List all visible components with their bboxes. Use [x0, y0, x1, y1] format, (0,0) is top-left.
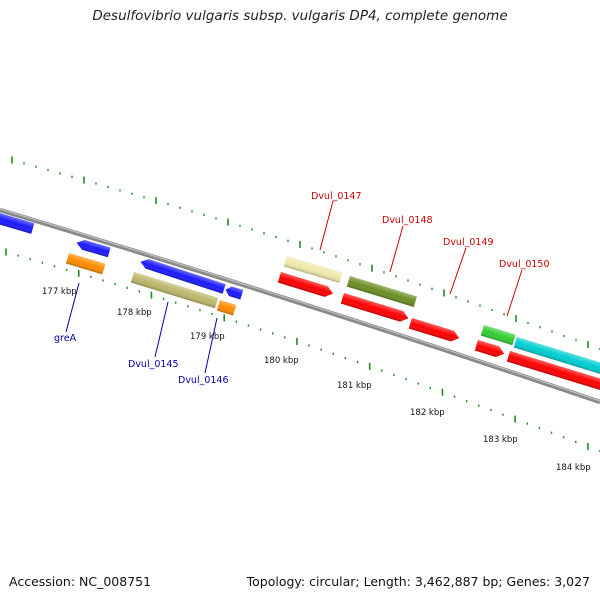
label-dvul-0150: Dvul_0150 [499, 259, 550, 270]
label-dvul-0148: Dvul_0148 [382, 215, 433, 226]
feature-reverse-blue-1[interactable] [0, 212, 35, 234]
kbp-label-184: 184 kbp [556, 463, 591, 473]
kbp-label-177: 177 kbp [42, 287, 77, 297]
topology-text: Topology: circular; Length: 3,462,887 bp… [246, 574, 590, 589]
feature-rev-cyan[interactable] [513, 337, 600, 377]
feature-rev-blue-dvul-0145[interactable] [139, 257, 226, 294]
feature-rev-blue-small[interactable] [224, 285, 244, 300]
feature-fwd-red-dvul-0148[interactable] [340, 293, 410, 324]
kbp-label-181: 181 kbp [337, 381, 372, 391]
label-connectors [65, 200, 523, 374]
accession-text: Accession: NC_008751 [9, 574, 152, 589]
kbp-label-180: 180 kbp [264, 356, 299, 366]
feature-rev-green-dvul-0150[interactable] [480, 325, 516, 346]
feature-fwd-orange-grea[interactable] [65, 253, 106, 275]
label-dvul-0145: Dvul_0145 [128, 359, 179, 370]
kbp-label-179: 179 kbp [190, 332, 225, 342]
label-grea: greA [54, 333, 77, 344]
label-dvul-0149: Dvul_0149 [443, 237, 494, 248]
label-dvul-0147: Dvul_0147 [311, 191, 362, 202]
feature-fwd-red-dvul-0147[interactable] [277, 272, 335, 299]
kbp-label-183: 183 kbp [483, 435, 518, 445]
feature-rev-olive-dvul-0148[interactable] [346, 276, 417, 307]
genome-backbone-highlight [0, 208, 600, 402]
tick-ring-outer [11, 156, 600, 351]
feature-fwd-red-dvul-0150[interactable] [474, 340, 506, 359]
label-dvul-0146: Dvul_0146 [178, 375, 229, 386]
genome-backbone [0, 207, 600, 405]
feature-fwd-khaki-dvul-0145[interactable] [130, 272, 219, 309]
kbp-label-178: 178 kbp [117, 308, 152, 318]
feature-fwd-red-large[interactable] [506, 351, 600, 394]
feature-fwd-red-dvul-0149[interactable] [408, 318, 461, 343]
feature-fwd-orange-dvul-0146[interactable] [216, 300, 237, 316]
map-title: Desulfovibrio vulgaris subsp. vulgaris D… [92, 8, 508, 24]
feature-rev-paleyellow-dvul-0147[interactable] [283, 256, 343, 284]
kbp-label-182: 182 kbp [410, 408, 445, 418]
feature-rev-blue-grea[interactable] [75, 238, 111, 258]
tick-ring-inner [5, 248, 600, 453]
